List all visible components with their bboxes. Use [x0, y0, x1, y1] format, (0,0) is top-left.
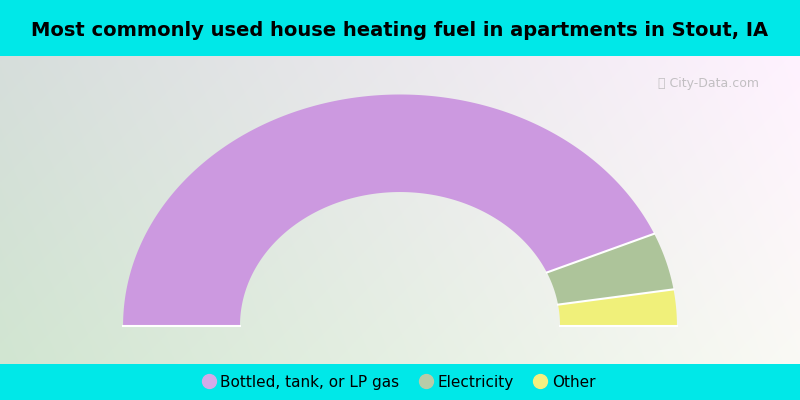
Polygon shape: [547, 234, 674, 305]
Polygon shape: [123, 94, 654, 326]
Text: Most commonly used house heating fuel in apartments in Stout, IA: Most commonly used house heating fuel in…: [31, 21, 769, 40]
Text: 🔍 City-Data.com: 🔍 City-Data.com: [658, 78, 759, 90]
Legend: Bottled, tank, or LP gas, Electricity, Other: Bottled, tank, or LP gas, Electricity, O…: [198, 368, 602, 396]
Polygon shape: [558, 289, 677, 326]
